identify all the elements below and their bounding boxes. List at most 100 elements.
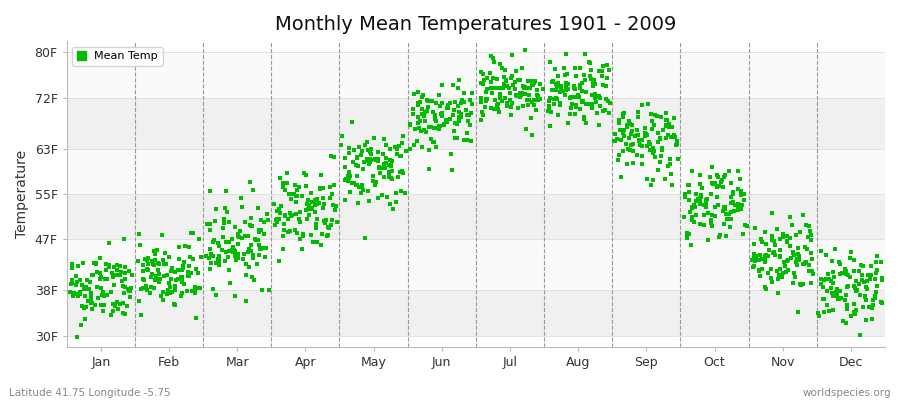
- Point: [725, 191, 740, 197]
- Point: [75, 282, 89, 288]
- Point: [502, 90, 517, 96]
- Point: [233, 228, 248, 234]
- Point: [831, 296, 845, 302]
- Point: [647, 122, 662, 128]
- Point: [403, 146, 418, 152]
- Point: [731, 204, 745, 211]
- Point: [447, 107, 462, 113]
- Point: [733, 176, 747, 182]
- Point: [646, 148, 661, 155]
- Point: [479, 97, 493, 104]
- Point: [277, 186, 292, 193]
- Point: [140, 257, 155, 263]
- Point: [667, 115, 681, 122]
- Point: [282, 191, 296, 197]
- Point: [551, 73, 565, 80]
- Point: [873, 259, 887, 265]
- Point: [819, 252, 833, 258]
- Point: [855, 272, 869, 278]
- Point: [377, 136, 392, 142]
- Point: [284, 196, 299, 202]
- Point: [619, 141, 634, 147]
- Point: [110, 262, 124, 268]
- Point: [219, 248, 233, 255]
- Point: [100, 276, 114, 282]
- Point: [851, 268, 866, 275]
- Point: [390, 151, 404, 157]
- Point: [281, 229, 295, 236]
- Point: [518, 83, 532, 90]
- Point: [94, 302, 109, 308]
- Point: [106, 308, 121, 314]
- Point: [362, 160, 376, 167]
- Point: [572, 94, 586, 100]
- Point: [140, 260, 155, 267]
- Point: [745, 264, 760, 270]
- Point: [391, 146, 405, 152]
- Point: [773, 254, 788, 260]
- Point: [160, 272, 175, 278]
- Point: [719, 233, 733, 239]
- Point: [260, 211, 274, 217]
- Point: [626, 160, 641, 166]
- Point: [480, 75, 494, 81]
- Point: [374, 165, 389, 171]
- Point: [680, 229, 694, 236]
- Point: [638, 125, 652, 132]
- Point: [849, 284, 863, 291]
- Point: [328, 202, 343, 209]
- Point: [870, 253, 885, 259]
- Point: [734, 192, 749, 198]
- Point: [752, 256, 766, 263]
- Point: [526, 82, 540, 88]
- Point: [758, 256, 772, 262]
- Point: [732, 205, 746, 212]
- Point: [116, 310, 130, 317]
- Point: [786, 280, 800, 286]
- Point: [448, 135, 463, 141]
- Point: [151, 266, 166, 273]
- Point: [868, 295, 882, 302]
- Point: [327, 182, 341, 189]
- Point: [559, 87, 573, 93]
- Point: [171, 276, 185, 282]
- Point: [786, 249, 800, 256]
- Point: [550, 84, 564, 90]
- Point: [477, 104, 491, 110]
- Point: [181, 268, 195, 275]
- Point: [316, 204, 330, 211]
- Point: [242, 222, 256, 228]
- Point: [249, 261, 264, 268]
- Point: [568, 86, 582, 92]
- Point: [722, 211, 736, 218]
- Point: [363, 148, 377, 155]
- Point: [625, 128, 639, 134]
- Point: [309, 197, 323, 203]
- Point: [221, 247, 236, 254]
- Point: [488, 97, 502, 103]
- Point: [151, 271, 166, 278]
- Point: [633, 142, 647, 148]
- Point: [508, 86, 522, 92]
- Point: [320, 232, 335, 238]
- Point: [111, 306, 125, 312]
- Point: [802, 262, 816, 268]
- Point: [188, 283, 202, 290]
- Point: [780, 233, 795, 239]
- Point: [824, 257, 839, 264]
- Point: [256, 245, 271, 251]
- Point: [623, 147, 637, 154]
- Point: [253, 246, 267, 252]
- Point: [793, 281, 807, 287]
- Point: [338, 176, 353, 182]
- Point: [376, 173, 391, 180]
- Point: [377, 161, 392, 168]
- Point: [304, 232, 319, 238]
- Point: [78, 304, 93, 310]
- Point: [188, 288, 202, 294]
- Point: [670, 138, 684, 145]
- Point: [406, 110, 420, 117]
- Point: [713, 232, 727, 239]
- Point: [122, 288, 136, 294]
- Point: [203, 188, 218, 194]
